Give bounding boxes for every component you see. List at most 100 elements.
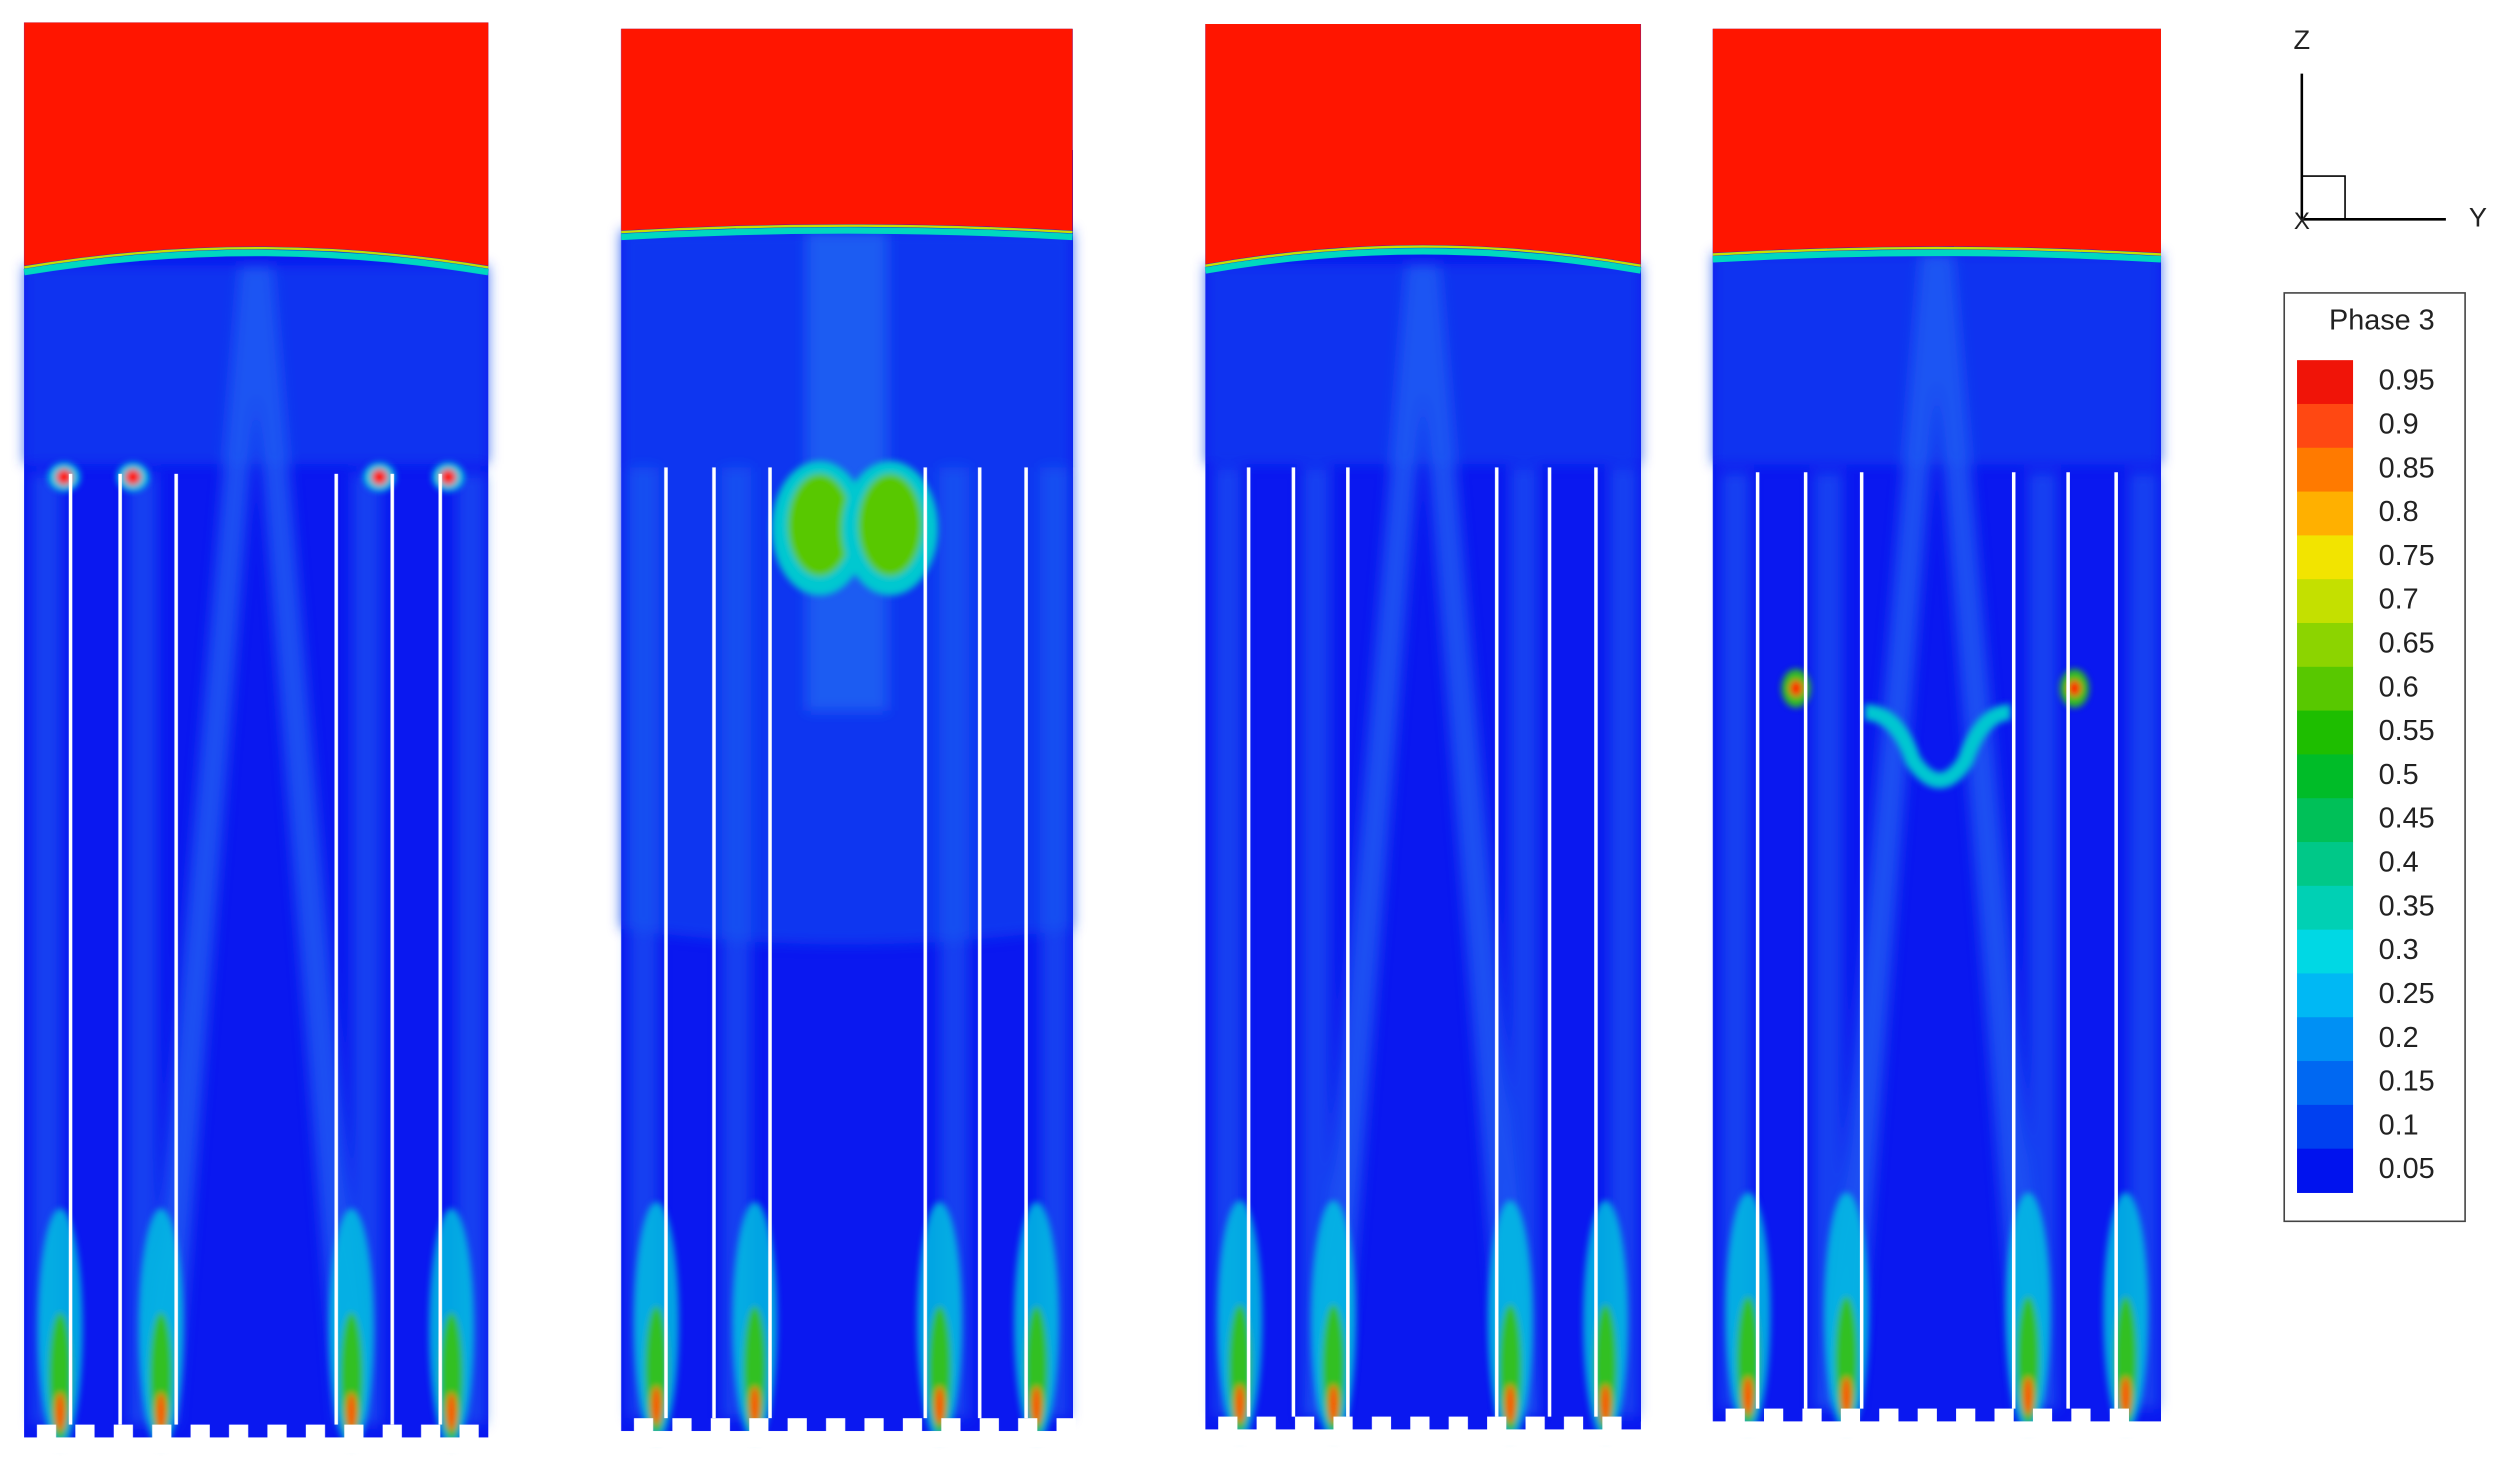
contour-panel xyxy=(1709,28,2165,1438)
bottom-edge xyxy=(617,1430,1076,1447)
plume-group xyxy=(621,230,1073,1419)
hotspot xyxy=(124,468,141,485)
legend-label: 0.15 xyxy=(2379,1066,2435,1098)
jet xyxy=(1025,1306,1048,1435)
jet xyxy=(446,1392,457,1431)
jet xyxy=(1228,1304,1251,1433)
gas-region xyxy=(1712,28,2161,253)
legend-label: 0.5 xyxy=(2379,759,2419,791)
legend-label: 0.75 xyxy=(2379,540,2435,572)
jet xyxy=(1736,1296,1760,1425)
interface-band xyxy=(620,227,1073,241)
hotspot xyxy=(440,468,457,485)
jet xyxy=(55,1392,65,1431)
interface-band xyxy=(1712,249,2162,263)
jet xyxy=(2120,1376,2131,1415)
interface-band xyxy=(23,249,489,276)
legend-swatch xyxy=(2297,666,2354,712)
legend-label: 0.6 xyxy=(2379,671,2419,703)
blob xyxy=(787,473,852,577)
legend-label: 0.55 xyxy=(2379,715,2435,747)
legend-swatch xyxy=(2297,973,2354,1018)
jet xyxy=(1600,1384,1611,1423)
legend-swatch xyxy=(2297,842,2354,887)
legend-swatch xyxy=(2297,360,2354,405)
jet xyxy=(156,1392,166,1431)
legend-label: 0.05 xyxy=(2379,1153,2435,1185)
contour-panel xyxy=(1202,24,1644,1446)
jet xyxy=(1594,1304,1617,1433)
axis-triad: Z Y X xyxy=(2294,24,2487,235)
gas-region xyxy=(24,22,489,266)
jet xyxy=(1328,1384,1339,1423)
bottom-edge xyxy=(1202,1429,1644,1446)
y-label: Y xyxy=(2469,201,2487,232)
contour-panels xyxy=(20,22,2165,1454)
interface-line xyxy=(1712,246,2162,256)
jet xyxy=(1743,1376,1753,1415)
jet xyxy=(346,1392,357,1431)
hotspot xyxy=(2068,680,2081,697)
blob xyxy=(858,473,923,577)
jet xyxy=(440,1312,463,1441)
jet xyxy=(1841,1376,1852,1415)
jet xyxy=(934,1386,945,1425)
legend-title: Phase 3 xyxy=(2329,304,2435,336)
hotspot xyxy=(56,468,73,485)
legend-swatch xyxy=(2297,579,2354,624)
legend-label: 0.35 xyxy=(2379,890,2435,922)
legend-label: 0.25 xyxy=(2379,978,2435,1010)
jet xyxy=(1505,1384,1516,1423)
legend-label: 0.3 xyxy=(2379,934,2419,966)
legend-swatch xyxy=(2297,403,2354,449)
legend-swatch xyxy=(2297,754,2354,799)
interface-line xyxy=(23,246,489,269)
jet xyxy=(2016,1296,2040,1425)
legend-swatch xyxy=(2297,1104,2354,1150)
jet xyxy=(149,1312,173,1441)
contour-panel xyxy=(20,22,492,1454)
jet xyxy=(749,1386,760,1425)
legend-swatch xyxy=(2297,447,2354,493)
legend-swatch xyxy=(2297,710,2354,755)
interface-line xyxy=(1205,245,1641,267)
jet-group xyxy=(633,460,1059,1443)
bottom-edge xyxy=(1709,1421,2165,1438)
legend-label: 0.2 xyxy=(2379,1022,2419,1054)
jet xyxy=(1031,1386,1042,1425)
legend-swatch xyxy=(2297,798,2354,843)
contour-panel xyxy=(617,28,1076,1447)
jet-group xyxy=(1725,669,2149,1433)
interface-band xyxy=(1204,248,1642,274)
jet xyxy=(928,1306,951,1435)
legend-swatch xyxy=(2297,491,2354,536)
legend-label: 0.85 xyxy=(2379,452,2435,484)
hotspot xyxy=(371,468,388,485)
hotspot xyxy=(1789,680,1803,697)
jet xyxy=(645,1306,668,1435)
legend-label: 0.95 xyxy=(2379,365,2435,397)
jet xyxy=(1835,1296,1858,1425)
jet xyxy=(48,1312,72,1441)
jet xyxy=(1499,1304,1522,1433)
axis-square xyxy=(2301,175,2346,221)
legend-swatch xyxy=(2297,1061,2354,1106)
z-label: Z xyxy=(2294,24,2311,55)
interface-line xyxy=(621,224,1073,234)
jet xyxy=(1322,1304,1345,1433)
legend-label: 0.9 xyxy=(2379,408,2419,440)
legend-label: 0.1 xyxy=(2379,1109,2419,1141)
x-label: X xyxy=(2294,208,2310,235)
jet xyxy=(743,1306,766,1435)
legend-swatch xyxy=(2297,1148,2354,1193)
legend-label: 0.65 xyxy=(2379,628,2435,660)
gas-region xyxy=(621,28,1073,231)
hook xyxy=(1864,704,2012,789)
bottom-edge xyxy=(20,1437,492,1454)
gas-region xyxy=(1205,24,1641,265)
jet xyxy=(2023,1376,2033,1415)
legend-swatch xyxy=(2297,1017,2354,1062)
legend-label: 0.4 xyxy=(2379,847,2419,879)
